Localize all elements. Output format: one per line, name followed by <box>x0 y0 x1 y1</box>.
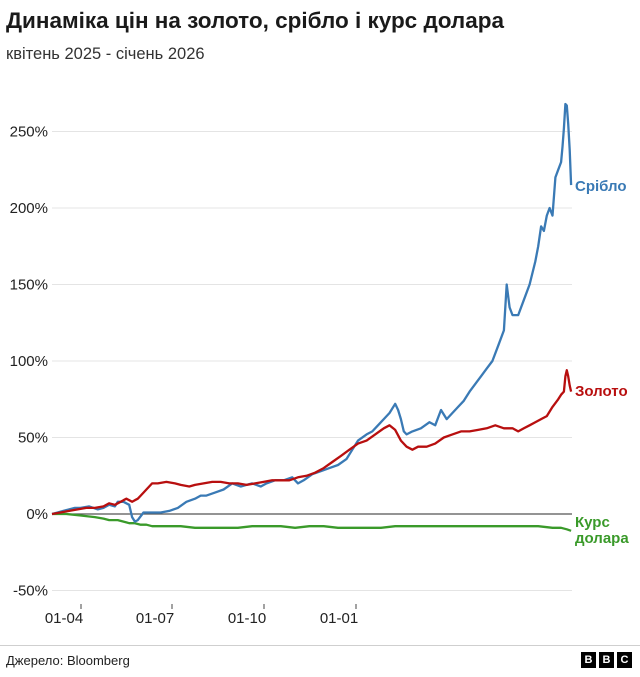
series-labels: Срібло Золото Курс долара <box>575 178 629 547</box>
gold-label: Золото <box>575 383 628 400</box>
y-axis: -50% 0% 50% 100% 150% 200% 250% <box>10 124 48 600</box>
silver-line <box>51 102 573 523</box>
x-tick-label: 01-07 <box>136 610 174 627</box>
y-tick-label: 0% <box>26 506 48 523</box>
x-tick-label: 01-01 <box>320 610 358 627</box>
y-tick-label: 250% <box>10 124 48 141</box>
chart-subtitle: квітень 2025 - січень 2026 <box>6 45 205 63</box>
y-tick-label: 50% <box>18 430 48 447</box>
line-chart: -50% 0% 50% 100% 150% 200% 250% 01-04 01-07 01-1… <box>10 102 629 627</box>
source-note: Джерело: Bloomberg <box>6 653 130 668</box>
y-tick-label: 150% <box>10 277 48 294</box>
x-tick-label: 01-04 <box>45 610 83 627</box>
y-tick-label: -50% <box>13 583 48 600</box>
x-tick-label: 01-10 <box>228 610 266 627</box>
grid-lines <box>52 131 572 591</box>
usd-label: Курс долара <box>575 514 629 547</box>
footer-divider <box>0 645 640 646</box>
chart-title: Динаміка цін на золото, срібло і курс до… <box>6 8 504 33</box>
y-tick-label: 100% <box>10 353 48 370</box>
usd-line <box>52 512 572 532</box>
silver-label: Срібло <box>575 178 627 195</box>
y-tick-label: 200% <box>10 200 48 217</box>
x-axis: 01-04 01-07 01-10 01-01 <box>45 604 358 627</box>
gold-line <box>51 369 573 516</box>
bbc-logo: B B C <box>581 652 632 668</box>
series-lines <box>51 102 573 532</box>
